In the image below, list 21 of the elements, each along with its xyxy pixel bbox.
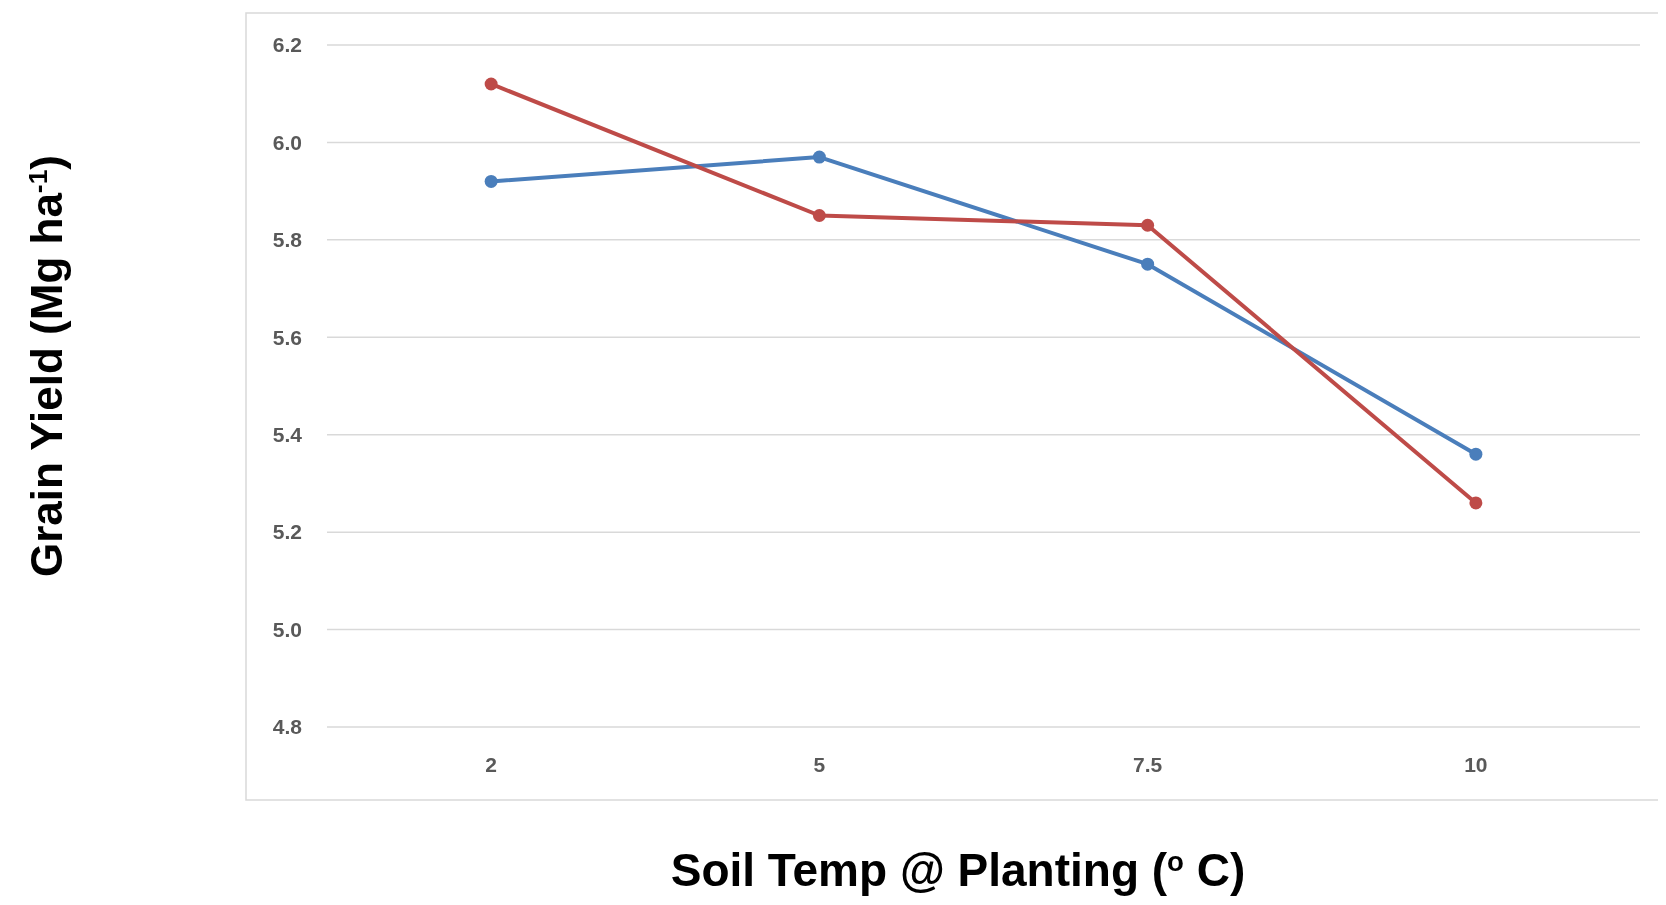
y-tick-label: 6.0 [272,130,302,154]
x-tick-label: 7.5 [1133,753,1163,776]
y-tick-label: 5.8 [272,228,303,252]
point [1141,257,1155,271]
point [484,77,498,91]
x-tick-label: 10 [1464,753,1488,776]
x-tick-label: 5 [813,753,826,776]
x-tick-label: 2 [485,753,497,776]
point [1469,447,1483,461]
point [812,209,826,222]
point [812,150,826,164]
point [1141,218,1155,232]
x-axis-title: Soil Temp @ Planting ($^{o}$ C) [670,844,1246,896]
y-tick-label: 5.2 [272,520,302,544]
y-tick-label: 6.2 [272,33,302,57]
y-tick-label: 4.8 [272,715,303,739]
y-tick-label: 5.4 [272,423,303,447]
y-tick-label: 5.0 [272,617,302,641]
point [1469,496,1483,510]
y-tick-label: 5.6 [272,325,302,349]
point [484,174,498,188]
